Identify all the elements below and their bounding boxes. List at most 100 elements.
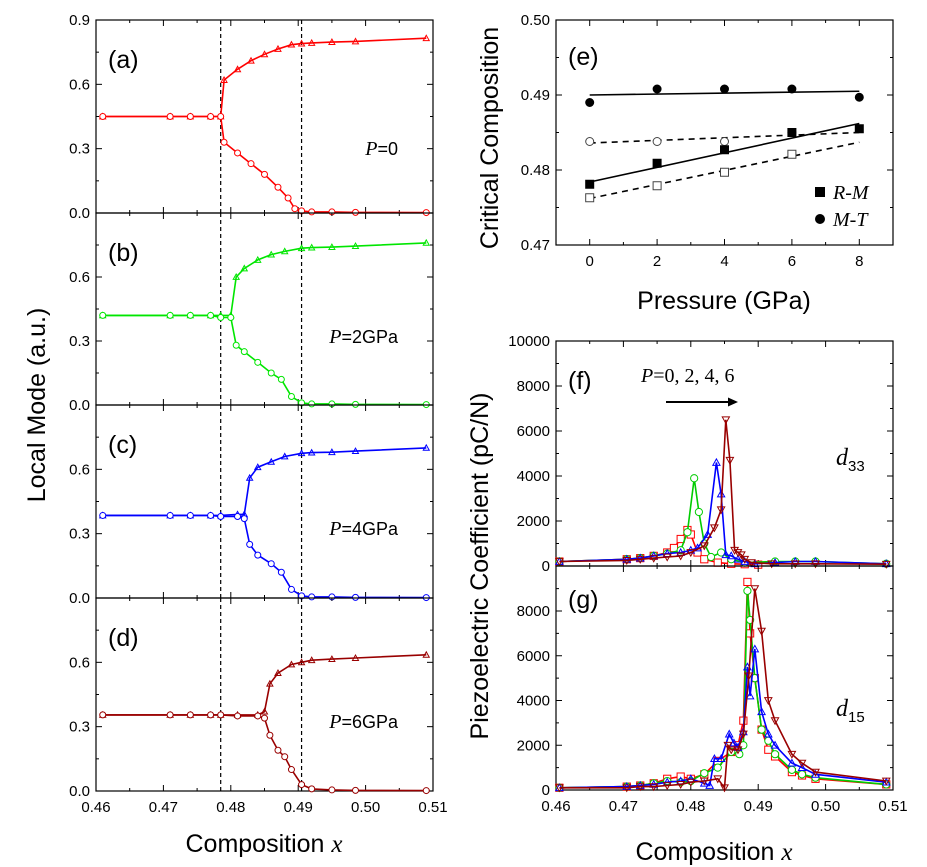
upper-point: [307, 243, 316, 251]
panel-label: (f): [568, 367, 592, 395]
x-tick-label: 0: [586, 253, 594, 270]
data-point: [720, 84, 729, 94]
x-label-var: x: [780, 839, 792, 866]
local-mode-y-label: Local Mode (a.u.): [23, 308, 51, 503]
panel-label: (c): [108, 431, 137, 459]
data-point: [743, 577, 752, 587]
lower-point: [99, 711, 107, 719]
pressure-var: P: [328, 711, 341, 733]
data-point: [699, 777, 709, 786]
upper-point: [307, 656, 316, 664]
lower-point: [267, 369, 275, 377]
lower-point: [308, 208, 316, 216]
data-point: [723, 741, 733, 750]
y-tick-label: 6000: [517, 648, 550, 665]
coefficient-label: d33: [836, 445, 865, 475]
pressure-var: P: [364, 138, 377, 160]
lower-point: [207, 311, 215, 319]
data-point: [757, 707, 767, 716]
data-point: [709, 524, 719, 533]
x-tick-label: 0.51: [418, 799, 447, 816]
y-tick-label: 0.0: [69, 397, 90, 414]
x-tick-label: 0.49: [744, 798, 773, 815]
x-tick-label: 0.51: [878, 798, 907, 815]
upper-point: [260, 707, 269, 715]
local-mode-panels: 0.00.30.60.9(a)P=00.00.30.6(b)P=2GPa0.00…: [69, 12, 447, 816]
series-m-t-filled: [585, 84, 864, 107]
panel-label: (d): [108, 624, 139, 652]
lower-point: [227, 314, 235, 322]
upper-point: [422, 650, 431, 658]
y-tick-label: 0: [542, 558, 550, 575]
pressure-var: P: [640, 365, 653, 387]
data-point: [676, 781, 686, 790]
lower-point: [328, 786, 336, 794]
upper-point: [328, 448, 336, 456]
upper-point: [260, 50, 269, 58]
legend: R-M M-T: [815, 182, 870, 231]
data-point: [733, 554, 743, 563]
x-tick-label: 0.47: [149, 799, 178, 816]
data-point: [699, 542, 709, 551]
series-p-2: [555, 586, 891, 792]
upper-point: [328, 243, 336, 251]
data-point: [787, 149, 797, 159]
data-point: [770, 717, 780, 726]
y-tick-label: 10000: [508, 333, 550, 350]
upper-branch-line: [102, 447, 427, 517]
data-point: [554, 784, 564, 793]
upper-point: [267, 457, 276, 465]
series-r-m-filled: [585, 122, 864, 189]
upper-point: [422, 34, 431, 42]
legend-marker: [815, 187, 825, 197]
lower-point: [207, 113, 215, 120]
x-tick-label: 4: [720, 253, 728, 270]
data-point: [757, 627, 767, 636]
lower-point: [254, 551, 262, 559]
critical-composition-chart: 0 2 4 6 8 0.47 0.48 0.49 0.50 (e) R-M M-T: [521, 12, 894, 270]
panel-c: 0.0 0.3 0.6 (c) P=4GPa: [69, 404, 434, 607]
lower-point: [234, 513, 242, 521]
panel-b: 0.0 0.3 0.6 (b) P=2GPa: [69, 212, 434, 414]
y-tick-label: 2000: [517, 513, 550, 530]
data-point: [881, 560, 891, 569]
upper-point: [287, 40, 296, 48]
upper-point: [233, 65, 242, 73]
data-point: [740, 556, 750, 565]
data-point: [744, 672, 754, 681]
data-point: [726, 551, 736, 560]
data-point: [797, 759, 807, 768]
data-point: [700, 769, 709, 778]
lower-point: [287, 585, 295, 593]
data-point: [736, 551, 746, 560]
lower-point: [254, 358, 262, 366]
lower-point: [240, 348, 248, 356]
data-point: [711, 457, 721, 466]
data-point: [770, 740, 780, 749]
coefficient-subscript: 15: [848, 709, 865, 726]
y-tick-label: 0.0: [69, 783, 90, 800]
data-point: [713, 775, 723, 784]
lower-point: [291, 205, 299, 213]
lower-point: [308, 593, 316, 601]
data-point: [767, 560, 777, 569]
lower-point: [254, 712, 262, 720]
pressure-value: =2GPa: [341, 327, 399, 347]
data-point: [683, 528, 692, 537]
upper-point: [297, 658, 306, 666]
data-point: [790, 560, 800, 569]
x-label-text: Composition: [185, 830, 331, 858]
lower-point: [266, 731, 274, 739]
lower-point: [166, 511, 174, 519]
data-point: [652, 84, 662, 94]
lower-point: [232, 341, 240, 349]
data-point: [750, 644, 760, 653]
data-point: [854, 124, 864, 134]
data-point: [622, 782, 632, 791]
y-tick-label: 0.0: [69, 205, 90, 222]
data-point: [713, 558, 722, 567]
upper-point: [297, 244, 306, 252]
plot-frame: [95, 212, 434, 406]
